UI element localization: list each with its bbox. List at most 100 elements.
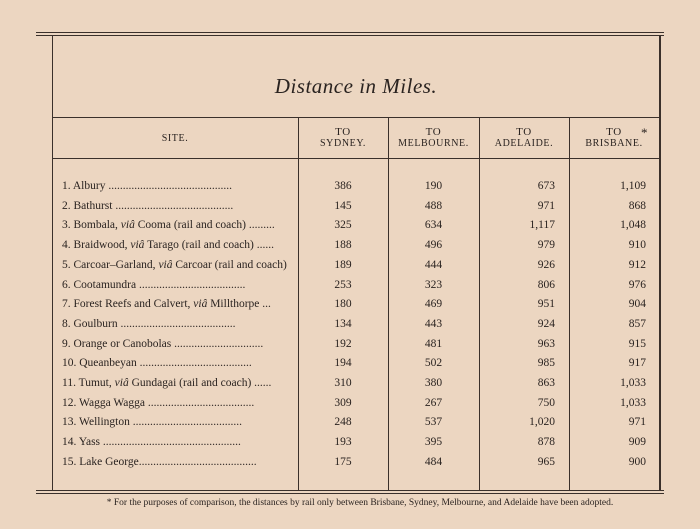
cell-melbourne: 634 xyxy=(424,219,443,232)
cell-site: 7. Forest Reefs and Calvert, viâ Milltho… xyxy=(62,298,271,311)
cell-brisbane: 1,048 xyxy=(620,219,646,232)
cell-brisbane: 1,109 xyxy=(620,180,646,192)
table-row: 15. Lake George.........................… xyxy=(52,452,660,472)
table-row: 9. Orange or Canobolas .................… xyxy=(52,334,660,354)
cell-brisbane: 976 xyxy=(628,278,646,291)
table-row: 2. Bathurst ............................… xyxy=(52,196,660,216)
table-row: 1. Albury ..............................… xyxy=(52,176,660,196)
table-row: 10. Queanbeyan .........................… xyxy=(52,353,660,373)
cell-sydney: 175 xyxy=(334,455,352,468)
cell-brisbane: 912 xyxy=(628,258,646,271)
cell-brisbane: 868 xyxy=(628,199,646,212)
header-site: Site. xyxy=(52,118,298,158)
bottom-rule-inner xyxy=(36,493,664,494)
bottom-rule xyxy=(36,490,664,491)
cell-adelaide: 750 xyxy=(537,396,555,409)
cell-sydney: 188 xyxy=(334,239,352,252)
cell-site: 5. Carcoar–Garland, viâ Carcoar (rail an… xyxy=(62,258,287,271)
cell-site: 8. Goulburn ............................… xyxy=(62,317,236,330)
table-row: 7. Forest Reefs and Calvert, viâ Milltho… xyxy=(52,294,660,314)
cell-sydney: 192 xyxy=(334,337,352,350)
cell-site: 2. Bathurst ............................… xyxy=(62,199,234,212)
cell-melbourne: 380 xyxy=(424,377,443,389)
footnote-marker: * xyxy=(641,125,648,140)
cell-brisbane: 1,033 xyxy=(620,377,646,389)
cell-site: 13. Wellington .........................… xyxy=(62,416,242,429)
cell-adelaide: 979 xyxy=(537,239,555,252)
table-row: 13. Wellington .........................… xyxy=(52,412,660,432)
table-row: 8. Goulburn ............................… xyxy=(52,314,660,334)
cell-site: 3. Bombala, viâ Cooma (rail and coach) .… xyxy=(62,219,275,232)
header-to: To xyxy=(516,126,532,138)
cell-sydney: 253 xyxy=(334,278,352,291)
header-place: Brisbane. xyxy=(585,138,643,149)
cell-adelaide: 1,020 xyxy=(529,416,555,429)
cell-adelaide: 951 xyxy=(537,298,555,311)
cell-melbourne: 484 xyxy=(424,455,443,468)
top-rule xyxy=(36,32,664,33)
cell-sydney: 134 xyxy=(334,317,352,330)
header-site-label: Site. xyxy=(161,132,189,144)
table-row: 5. Carcoar–Garland, viâ Carcoar (rail an… xyxy=(52,255,660,275)
cell-brisbane: 917 xyxy=(628,357,646,370)
cell-adelaide: 971 xyxy=(537,199,555,212)
cell-sydney: 193 xyxy=(334,436,352,449)
table-row: 3. Bombala, viâ Cooma (rail and coach) .… xyxy=(52,215,660,235)
cell-sydney: 180 xyxy=(334,298,352,311)
header-bottom-rule xyxy=(52,158,660,159)
header-top-rule xyxy=(52,117,660,118)
header-to: To xyxy=(425,126,442,138)
cell-melbourne: 395 xyxy=(424,436,443,449)
cell-sydney: 386 xyxy=(334,180,352,192)
cell-brisbane: 909 xyxy=(628,436,646,449)
cell-adelaide: 926 xyxy=(537,258,555,271)
cell-site: 11. Tumut, viâ Gundagai (rail and coach)… xyxy=(62,377,272,389)
cell-sydney: 189 xyxy=(334,258,352,271)
cell-melbourne: 444 xyxy=(424,258,443,271)
cell-adelaide: 985 xyxy=(537,357,555,370)
cell-sydney: 248 xyxy=(334,416,352,429)
page-title: Distance in Miles. xyxy=(274,74,438,98)
table-row: 4. Braidwood, viâ Tarago (rail and coach… xyxy=(52,235,660,255)
cell-adelaide: 878 xyxy=(537,436,555,449)
cell-melbourne: 481 xyxy=(424,337,443,350)
cell-sydney: 310 xyxy=(334,377,352,389)
cell-adelaide: 1,117 xyxy=(529,219,555,232)
cell-melbourne: 502 xyxy=(424,357,443,370)
frame-right xyxy=(659,35,661,491)
cell-brisbane: 857 xyxy=(628,317,646,330)
cell-site: 4. Braidwood, viâ Tarago (rail and coach… xyxy=(62,239,274,252)
cell-brisbane: 1,033 xyxy=(620,396,646,409)
frame-left xyxy=(52,35,53,491)
cell-melbourne: 469 xyxy=(424,298,443,311)
cell-melbourne: 323 xyxy=(424,278,443,291)
header-brisbane: To Brisbane. xyxy=(569,118,659,158)
cell-adelaide: 924 xyxy=(537,317,555,330)
cell-adelaide: 863 xyxy=(537,377,555,389)
header-place: Melbourne. xyxy=(398,138,469,149)
header-sydney: To Sydney. xyxy=(298,118,388,158)
table-row: 12. Wagga Wagga ........................… xyxy=(52,393,660,413)
cell-melbourne: 443 xyxy=(424,317,443,330)
cell-site: 14. Yass ...............................… xyxy=(62,436,241,449)
header-adelaide: To Adelaide. xyxy=(479,118,569,158)
cell-site: 12. Wagga Wagga ........................… xyxy=(62,396,255,409)
table-row: 6. Cootamundra .........................… xyxy=(52,275,660,295)
cell-melbourne: 267 xyxy=(424,396,443,409)
cell-site: 9. Orange or Canobolas .................… xyxy=(62,337,264,350)
cell-sydney: 194 xyxy=(334,357,352,370)
cell-site: 1. Albury ..............................… xyxy=(62,180,232,192)
header-place: Sydney. xyxy=(320,138,366,149)
col-divider xyxy=(569,117,570,491)
cell-adelaide: 965 xyxy=(537,455,555,468)
cell-adelaide: 673 xyxy=(537,180,555,192)
cell-brisbane: 904 xyxy=(628,298,646,311)
cell-sydney: 145 xyxy=(334,199,352,212)
cell-melbourne: 537 xyxy=(424,416,443,429)
header-to: To xyxy=(606,126,622,138)
cell-site: 6. Cootamundra .........................… xyxy=(62,278,246,291)
col-divider xyxy=(388,117,389,491)
cell-brisbane: 915 xyxy=(628,337,646,350)
cell-sydney: 309 xyxy=(334,396,352,409)
footnote: * For the purposes of comparison, the di… xyxy=(106,498,614,508)
